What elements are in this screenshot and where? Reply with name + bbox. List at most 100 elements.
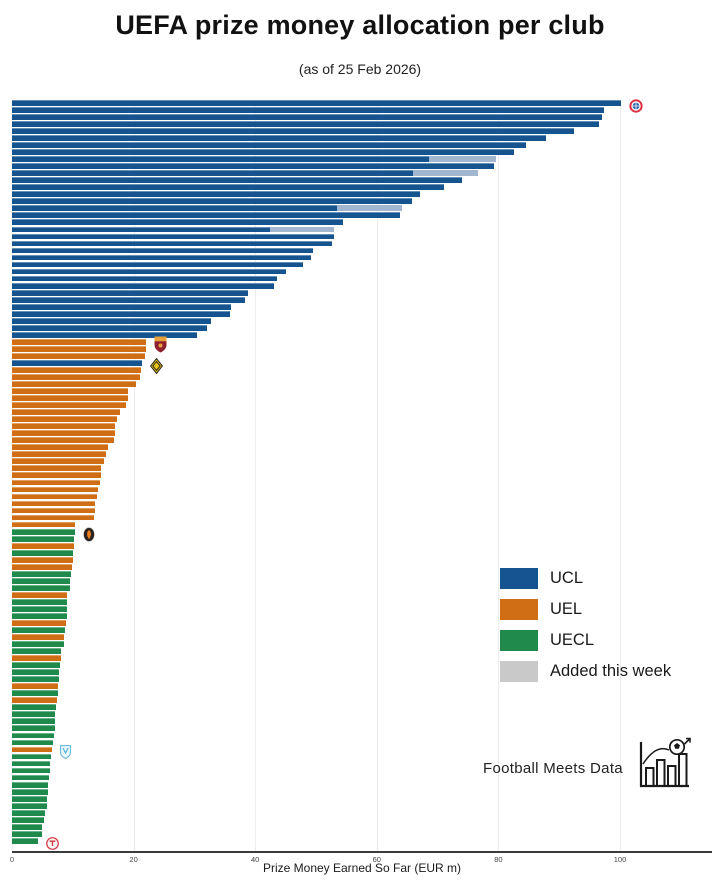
gridline-x-40 [255,100,257,852]
prize-bar-uecl [12,788,48,795]
ucl-swatch [500,568,538,589]
prize-bar-uecl [12,774,50,781]
football-meets-data-icon [636,737,691,795]
prize-bar-ucl [12,324,208,331]
added-this-week-swatch [500,661,538,682]
prize-bar-ucl [12,163,494,170]
prize-bar-uecl [12,613,67,619]
prize-bar-ucl [12,296,246,303]
prize-bar-uel [12,521,76,528]
prize-bar-ucl [12,149,514,155]
x-tick-label: 60 [372,855,381,864]
prize-bar-uecl [12,528,75,535]
prize-bar-ucl [12,261,304,268]
prize-bar-uel [12,634,65,640]
shakhtar-crest [82,527,95,542]
prize-bar-uecl [12,795,48,802]
prize-bar-uecl [12,732,54,739]
prize-bar-uel [12,409,120,416]
prize-bar-uel [12,620,66,626]
x-tick-label: 20 [129,855,138,864]
prize-bar-uecl [12,739,54,746]
page-title: UEFA prize money allocation per club [115,10,605,40]
prize-bar-ucl [12,268,286,275]
prize-bar-ucl [12,289,248,296]
roma-crest [154,336,167,353]
uecl-swatch [500,630,538,651]
prize-bar-uecl [12,598,68,605]
prize-bar-ucl [12,135,546,141]
prize-bar-uel [12,697,57,704]
x-axis-title: Prize Money Earned So Far (EUR m) [262,861,462,875]
prize-bar-uecl [12,549,74,556]
prize-bar-uel [12,556,73,563]
prize-bar-uel [12,563,73,570]
prize-bar-uel [12,353,145,359]
prize-bar-ucl [12,184,444,191]
bayern-crest [629,99,643,113]
prize-bar-uel [12,395,128,401]
added-this-week-segment [429,156,496,163]
prize-bar-ucl [12,233,334,240]
prize-bar-uecl [12,584,70,591]
prize-bar-uecl [12,577,70,584]
prize-bar-ucl [12,254,311,261]
prize-bar-uel [12,451,106,458]
prize-bar-ucl [12,205,337,212]
prize-bar-uecl [12,676,59,683]
brand-text: Football Meets Data [483,760,623,777]
prize-bar-ucl [12,219,343,226]
prize-bar-uecl [12,606,68,612]
x-axis-line [12,851,712,853]
prize-bar-ucl [12,156,430,163]
prize-bar-uel [12,374,140,380]
prize-bar-uecl [12,816,45,823]
prize-bar-uecl [12,767,50,774]
blue-shield-crest [59,745,71,760]
prize-bar-uel [12,514,95,521]
prize-bar-ucl [12,100,622,106]
prize-bar-uel [12,367,141,373]
added-this-week-segment [413,170,479,177]
prize-bar-ucl [12,331,197,338]
prize-bar-uel [12,381,137,387]
kairat-crest [150,357,164,375]
gridline-x-100 [620,100,621,852]
gridline-x-80 [498,100,500,852]
prize-bar-uecl [12,802,47,809]
prize-bar-ucl [12,247,313,254]
gridline-x-60 [376,100,378,852]
prize-bar-ucl [12,107,604,113]
prize-bar-uecl [12,690,58,697]
added-this-week-segment [269,226,335,233]
prize-bar-uecl [12,823,43,830]
prize-bar-uecl [12,641,64,647]
prize-bar-uel [12,655,61,661]
prize-bar-ucl [12,303,232,310]
prize-bar-uel [12,479,100,486]
prize-bar-uecl [12,830,42,837]
prize-bar-uecl [12,837,39,844]
prize-bar-uecl [12,648,62,654]
prize-bar-uecl [12,711,56,718]
prize-bar-uel [12,338,147,345]
prize-bar-uel [12,746,52,753]
gridline-x-20 [133,100,135,852]
uel-swatch [500,599,538,620]
prize-bar-uel [12,423,116,430]
page-subtitle: (as of 25 Feb 2026) [298,61,422,77]
prize-bar-uecl [12,760,51,767]
prize-bar-ucl [12,170,414,177]
prize-bar-uel [12,542,75,549]
prize-bar-uecl [12,753,51,760]
prize-bar-uel [12,472,102,479]
prize-bar-uel [12,486,99,493]
prize-bar-uel [12,402,126,408]
prize-bar-ucl [12,177,462,184]
prize-bar-ucl [12,128,574,134]
prize-bar-uel [12,507,95,514]
prize-bar-uel [12,683,58,690]
prize-bar-ucl [12,142,527,148]
